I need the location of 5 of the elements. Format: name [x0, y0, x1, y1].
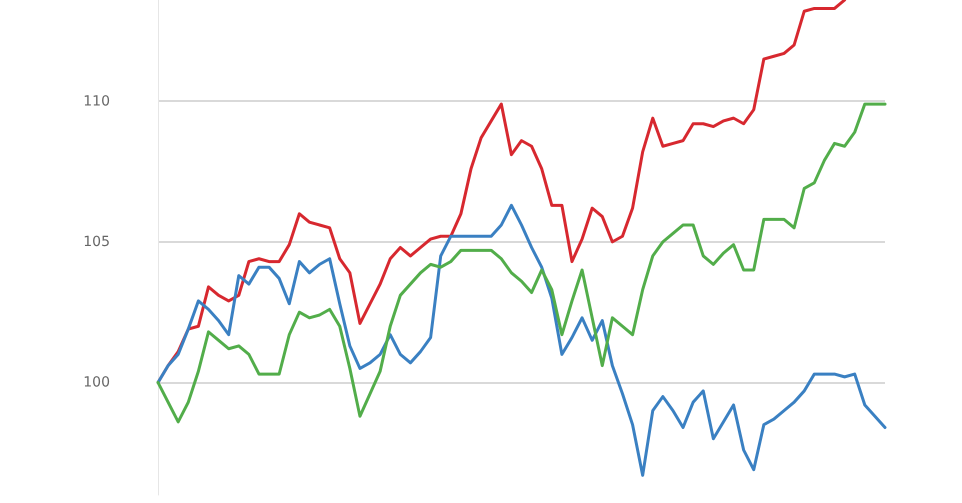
y-tick-label: 105	[83, 234, 110, 250]
y-tick-label: 100	[83, 374, 110, 390]
line-series	[156, 204, 886, 477]
y-tick-label: 110	[83, 93, 110, 110]
line-series	[156, 102, 886, 424]
